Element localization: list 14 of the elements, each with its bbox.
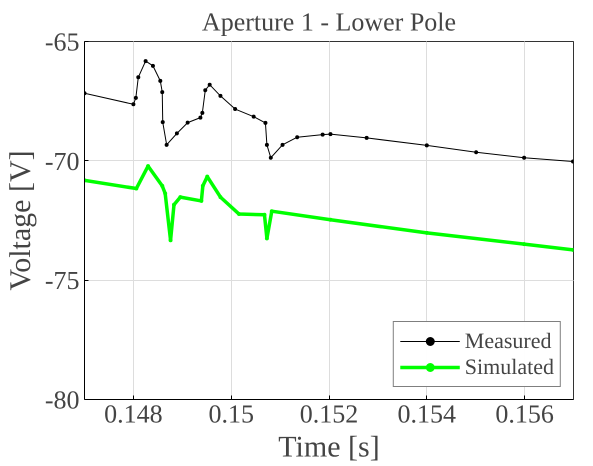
y-tick-label: -75: [44, 266, 80, 296]
x-tick-label: 0.152: [300, 400, 358, 428]
x-axis-title: Time [s]: [278, 430, 380, 464]
legend-label: Measured: [464, 328, 552, 354]
x-tick-label: 0.156: [495, 400, 554, 428]
x-tick-label: 0.15: [208, 400, 254, 428]
x-tick-label: 0.154: [398, 400, 456, 428]
x-tick-label: 0.148: [104, 400, 163, 428]
y-tick-label: -80: [44, 386, 80, 414]
y-axis-title: Voltage [V]: [4, 150, 37, 291]
legend-label: Simulated: [464, 354, 554, 380]
chart-title: Aperture 1 - Lower Pole: [202, 8, 456, 36]
y-tick-label: -65: [44, 28, 80, 56]
y-tick-label: -70: [44, 146, 80, 176]
